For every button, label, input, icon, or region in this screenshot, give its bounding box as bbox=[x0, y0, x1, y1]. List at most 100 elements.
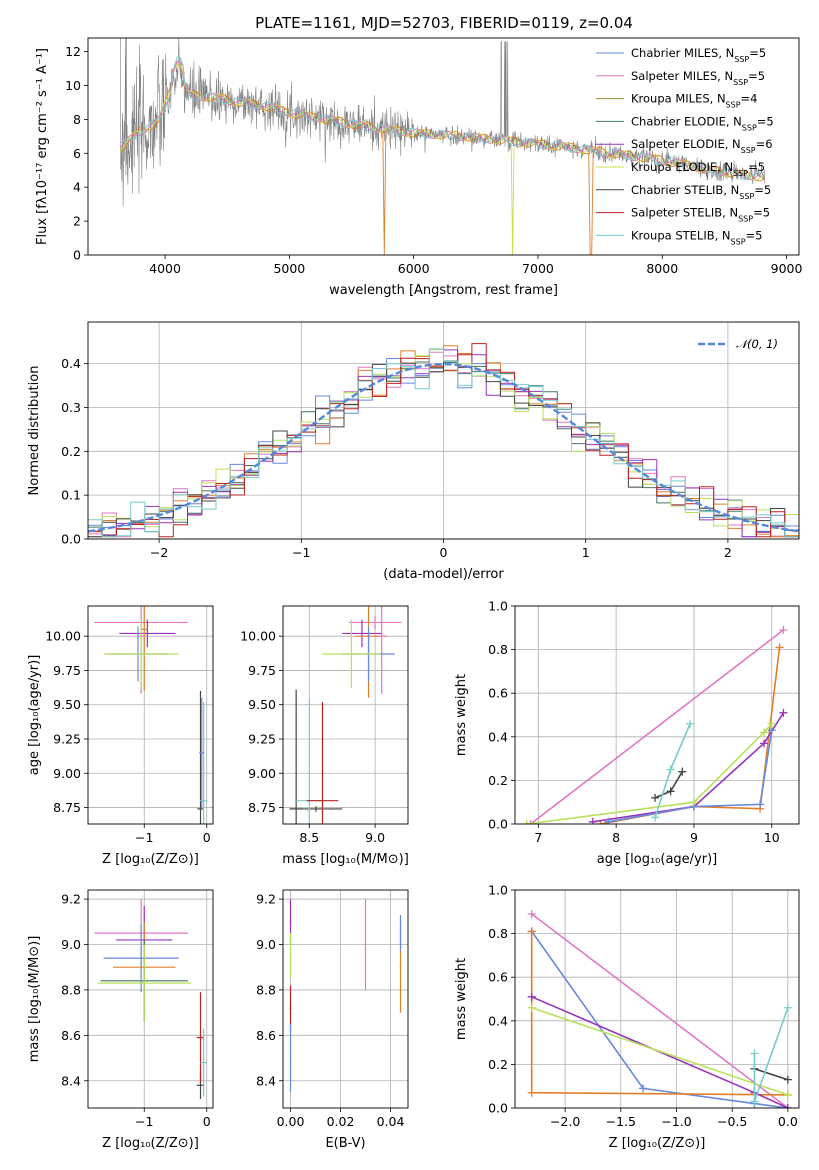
marker-lime bbox=[783, 1090, 792, 1099]
grid bbox=[88, 890, 213, 1108]
legend-entry: Chabrier ELODIE, NSSP=5 bbox=[631, 114, 774, 131]
y-tick-label: 8.6 bbox=[61, 1028, 81, 1043]
axes-frame bbox=[514, 605, 800, 825]
series-salp_miles bbox=[531, 913, 789, 1108]
axes-frame bbox=[514, 889, 800, 1109]
normal-reference-curve bbox=[88, 362, 799, 533]
marker-lime bbox=[689, 798, 698, 807]
errorbar-krou_stelib bbox=[199, 701, 208, 824]
legend-entry: Salpeter ELODIE, NSSP=6 bbox=[631, 137, 773, 155]
errorbar-salp_elodie bbox=[119, 619, 176, 648]
series-chab_miles bbox=[531, 930, 789, 1108]
legend-entry: Kroupa ELODIE, NSSP=5 bbox=[631, 160, 765, 178]
model-spectrum-krou_stelib bbox=[120, 56, 765, 180]
y-axis-label: mass weight bbox=[454, 958, 469, 1040]
marker-orange bbox=[527, 927, 536, 936]
x-tick-label: 0.02 bbox=[327, 1114, 355, 1129]
x-tick-label: 0.0 bbox=[778, 1114, 798, 1129]
y-axis-label: mass [log₁₀(M/M⊙)] bbox=[27, 936, 42, 1063]
y-tick-label: 9.25 bbox=[248, 731, 276, 746]
panel-age_vs_Z: −1 0 8.75 9.00 9.25 9.50 9.75 10.00 Z [log₁₀(Z/Z… bbox=[27, 605, 214, 867]
errorbar-salp_stelib bbox=[306, 701, 339, 824]
errorbar-salp_miles bbox=[364, 899, 367, 990]
errorbar-lime bbox=[103, 619, 179, 689]
y-tick-label: 10.00 bbox=[240, 629, 276, 644]
axes-frame bbox=[282, 889, 409, 1109]
marker-orange bbox=[775, 643, 784, 652]
y-tick-label: 0.2 bbox=[488, 773, 508, 788]
y-tick-label: 6 bbox=[73, 146, 81, 161]
panel-residuals: −2 −1 0 1 2 0.0 0.1 0.2 0.3 0.4 (data-model)/error… bbox=[27, 321, 800, 582]
x-tick-label: 5000 bbox=[273, 261, 305, 276]
plot-area bbox=[522, 625, 788, 824]
x-tick-label: 0 bbox=[440, 545, 448, 560]
y-axis-label: mass weight bbox=[454, 674, 469, 756]
model-spectrum-krou_elodie bbox=[120, 63, 765, 255]
panel-spectrum: 4000 5000 6000 7000 8000 9000 0 2 4 6 8 10 12 wavelen… bbox=[35, 37, 803, 298]
model-spectrum-orange bbox=[120, 61, 765, 255]
series-orange bbox=[600, 647, 781, 824]
axes: −1 0 8.75 9.00 9.25 9.50 9.75 10.00 Z [log₁₀(Z/Z… bbox=[27, 629, 211, 867]
axes-frame bbox=[87, 889, 214, 1109]
x-tick-label: −1.0 bbox=[661, 1114, 691, 1129]
marker-lime bbox=[759, 728, 768, 737]
x-tick-label: 0 bbox=[203, 830, 211, 845]
errorbar-lime bbox=[97, 944, 192, 1022]
legend-entry: Kroupa STELIB, NSSP=5 bbox=[631, 228, 762, 246]
y-tick-label: 8.8 bbox=[256, 982, 276, 997]
y-tick-label: 0.8 bbox=[488, 926, 508, 941]
marker-salp_elodie bbox=[588, 817, 597, 824]
panel-age_vs_mass: 8.5 9.0 8.75 9.00 9.25 9.50 9.75 10.00 mass [log… bbox=[240, 605, 409, 867]
y-tick-label: 10 bbox=[65, 78, 81, 93]
y-axis-label: age [log₁₀(age/yr)] bbox=[27, 655, 42, 776]
errorbar-chab_miles bbox=[103, 924, 179, 993]
marker-chab_stelib bbox=[678, 767, 687, 776]
plot-area bbox=[119, 38, 766, 255]
errorbar-lime bbox=[322, 619, 381, 689]
errorbar-chab_miles bbox=[399, 914, 402, 952]
x-tick-label: 10 bbox=[764, 830, 780, 845]
y-tick-label: 0.0 bbox=[61, 532, 81, 547]
y-tick-label: 9.2 bbox=[61, 892, 81, 907]
errorbar-chab_stelib bbox=[289, 806, 343, 812]
y-tick-label: 0.3 bbox=[61, 400, 81, 415]
panel-mass_vs_Z: −1 0 8.4 8.6 8.8 9.0 9.2 Z [log₁₀(Z/Z⊙)] mass [l… bbox=[27, 889, 214, 1151]
legend-entry: Salpeter STELIB, NSSP=5 bbox=[631, 206, 770, 224]
marker-orange bbox=[527, 1088, 536, 1097]
y-tick-label: 9.2 bbox=[256, 892, 276, 907]
plot-area bbox=[289, 899, 402, 1093]
x-tick-label: 9000 bbox=[771, 261, 803, 276]
y-tick-label: 8.4 bbox=[256, 1073, 276, 1088]
x-axis-label: mass [log₁₀(M/M⊙)] bbox=[282, 852, 409, 867]
x-tick-label: −2.0 bbox=[550, 1114, 580, 1129]
errorbar-lime bbox=[289, 933, 292, 979]
x-axis-label: Z [log₁₀(Z/Z⊙)] bbox=[102, 1136, 199, 1151]
errorbar-krou_stelib bbox=[200, 1028, 207, 1097]
y-tick-label: 1.0 bbox=[488, 599, 508, 614]
x-axis-label: Z [log₁₀(Z/Z⊙)] bbox=[609, 1136, 706, 1151]
axes-frame bbox=[87, 605, 214, 825]
marker-chab_stelib bbox=[783, 1075, 792, 1084]
y-tick-label: 0.6 bbox=[488, 686, 508, 701]
y-tick-label: 0 bbox=[73, 248, 81, 263]
axes: −1 0 8.4 8.6 8.8 9.0 9.2 Z [log₁₀(Z/Z⊙)] mass [l… bbox=[27, 892, 211, 1151]
x-tick-label: 2 bbox=[724, 545, 732, 560]
errorbar-orange bbox=[141, 606, 148, 692]
series-salp_elodie bbox=[592, 712, 785, 823]
axes: 7 8 9 10 0.0 0.2 0.4 0.6 0.8 1.0 age [log₁₀(age/yr… bbox=[454, 599, 780, 868]
y-tick-label: 0.4 bbox=[488, 1013, 508, 1028]
marker-chab_miles bbox=[756, 800, 765, 809]
errorbar-salp_stelib bbox=[196, 992, 205, 1084]
marker-salp_elodie bbox=[759, 739, 768, 748]
series-krou_stelib bbox=[753, 1007, 789, 1102]
legend-entry: Kroupa MILES, NSSP=4 bbox=[631, 92, 757, 110]
marker-salp_miles bbox=[526, 820, 535, 824]
y-tick-label: 9.50 bbox=[248, 697, 276, 712]
x-axis-label: E(B-V) bbox=[325, 1136, 365, 1151]
y-tick-label: 0.0 bbox=[488, 817, 508, 832]
y-tick-label: 8.4 bbox=[61, 1073, 81, 1088]
x-tick-label: 0.00 bbox=[277, 1114, 305, 1129]
x-tick-label: 1 bbox=[582, 545, 590, 560]
x-tick-label: 8000 bbox=[646, 261, 678, 276]
